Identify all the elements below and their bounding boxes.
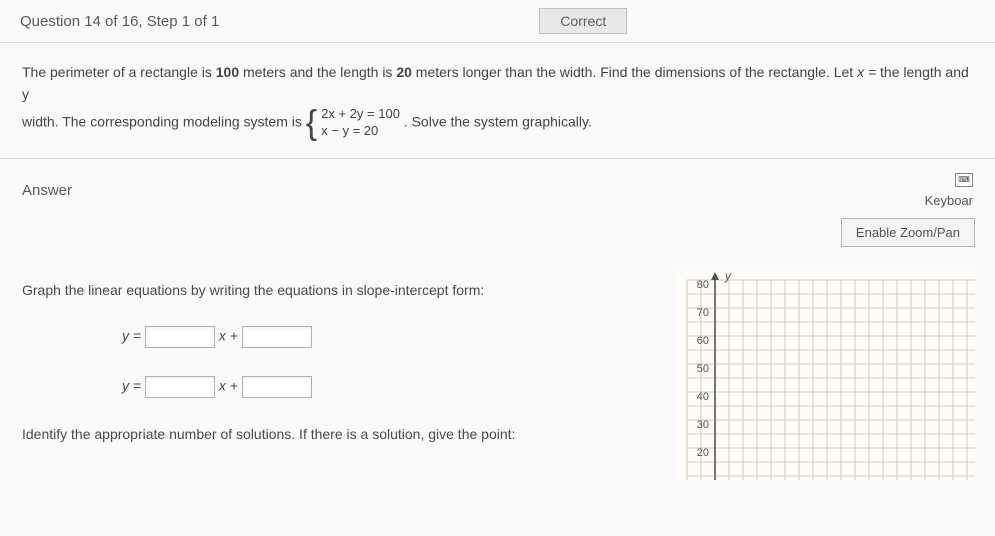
left-brace-icon: { <box>306 106 317 140</box>
y-equals-label: y = <box>122 377 141 393</box>
problem-text: The perimeter of a rectangle is <box>22 64 216 80</box>
system-brace: { 2x + 2y = 100 x − y = 20 <box>306 106 400 140</box>
intercept-input-1[interactable] <box>242 326 312 348</box>
problem-statement: The perimeter of a rectangle is 100 mete… <box>0 43 995 159</box>
problem-text: . Solve the system graphically. <box>404 113 592 129</box>
x-plus-label: x + <box>219 327 238 343</box>
diff-value: 20 <box>396 64 412 80</box>
problem-text: width. The corresponding modeling system… <box>22 113 306 129</box>
question-number: Question 14 of 16, Step 1 of 1 <box>20 13 219 30</box>
svg-text:y: y <box>724 270 732 283</box>
enable-zoom-button[interactable]: Enable Zoom/Pan <box>841 218 975 247</box>
slope-input-1[interactable] <box>145 326 215 348</box>
problem-text: meters and the length is <box>243 64 396 80</box>
problem-text: meters longer than the width. Find the d… <box>416 64 857 80</box>
question-header: Question 14 of 16, Step 1 of 1 Correct <box>0 0 995 43</box>
y-equals-label: y = <box>122 327 141 343</box>
svg-text:60: 60 <box>697 335 709 347</box>
svg-text:40: 40 <box>697 391 709 403</box>
graph-instruction: Graph the linear equations by writing th… <box>22 282 562 298</box>
svg-text:50: 50 <box>697 363 709 375</box>
equation-2: x − y = 20 <box>321 123 400 140</box>
intercept-input-2[interactable] <box>242 376 312 398</box>
equation-input-row-2: y = x + <box>22 376 562 398</box>
identify-instruction: Identify the appropriate number of solut… <box>22 426 562 442</box>
graph-grid[interactable]: y 80 70 60 50 40 30 20 <box>675 270 975 480</box>
svg-text:30: 30 <box>697 419 709 431</box>
equation-input-row-1: y = x + <box>22 326 562 348</box>
keyboard-text: Keyboar <box>925 193 973 208</box>
var-eq: x = <box>857 64 876 80</box>
perimeter-value: 100 <box>216 64 239 80</box>
svg-text:20: 20 <box>697 447 709 459</box>
status-badge: Correct <box>539 8 627 34</box>
slope-input-2[interactable] <box>145 376 215 398</box>
equation-1: 2x + 2y = 100 <box>321 106 400 123</box>
answer-label: Answer <box>22 182 72 199</box>
keyboard-icon[interactable]: ⌨ <box>955 173 973 187</box>
svg-text:80: 80 <box>697 279 709 291</box>
x-plus-label: x + <box>219 377 238 393</box>
graph-area[interactable]: y 80 70 60 50 40 30 20 <box>675 270 975 480</box>
svg-text:70: 70 <box>697 307 709 319</box>
